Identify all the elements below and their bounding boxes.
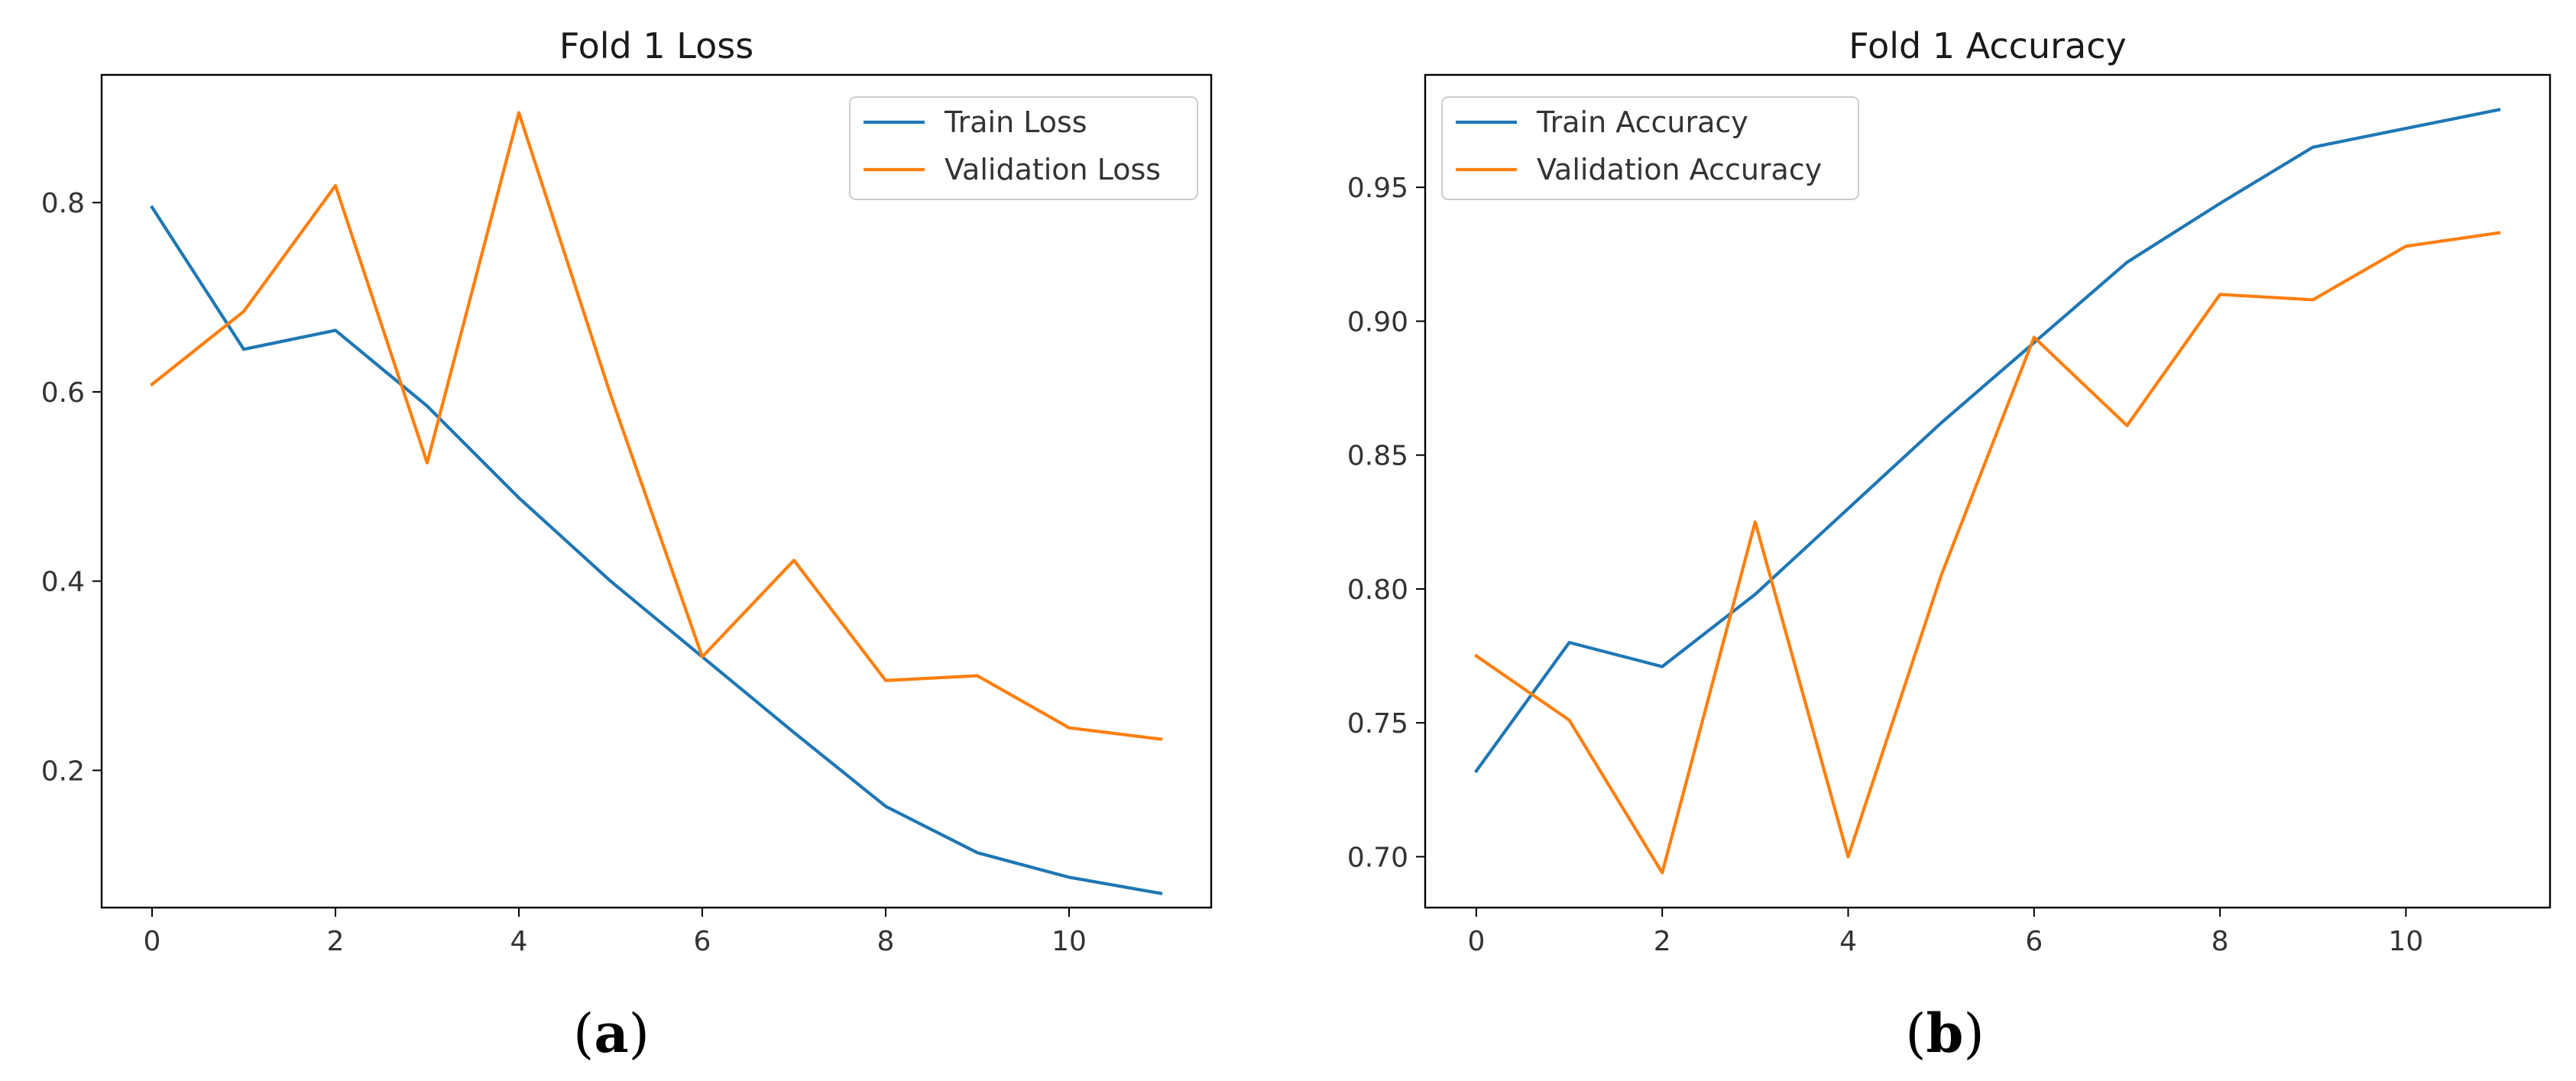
x-tick-label: 0: [144, 926, 161, 957]
chart-panel-1: Fold 1 Loss 0 2 4 6 8 10 0.2 0.4 0.6 0.8 Train Loss…: [41, 25, 1213, 1065]
x-tick-label: 10: [1051, 926, 1087, 957]
legend-label: Validation Accuracy: [1537, 153, 1822, 186]
x-tick-label: 2: [327, 926, 345, 957]
x-tick-label: 6: [694, 926, 711, 957]
legend-box: [849, 96, 1198, 200]
x-tick-label: 4: [1839, 926, 1857, 957]
legend: Train Accuracy Validation Accuracy: [1441, 96, 1859, 200]
y-tick-label: 0.80: [1347, 574, 1408, 606]
y-tick-label: 0.4: [41, 567, 85, 598]
y-tick-label: 0.95: [1347, 173, 1408, 204]
series-line-validation: [1473, 231, 2501, 875]
series-line-validation: [150, 111, 1163, 741]
chart-title: Fold 1 Loss: [559, 25, 753, 66]
caption-letter: b: [1926, 1002, 1964, 1065]
y-tick-label: 0.6: [41, 377, 85, 409]
y-tick-label: 0.2: [41, 756, 85, 787]
panel-caption: (a): [573, 1002, 650, 1065]
y-tick-label: 0.85: [1347, 441, 1408, 472]
x-tick-label: 8: [877, 926, 895, 957]
series-line-train: [150, 205, 1163, 895]
caption-paren-close: ): [1963, 1002, 1984, 1065]
plot-frame: [100, 73, 1213, 909]
y-tick-label: 0.90: [1347, 306, 1408, 338]
caption-letter: a: [594, 1002, 628, 1065]
panel-caption: (b): [1905, 1002, 1985, 1065]
plot-frame: [1424, 73, 2552, 909]
caption-paren-open: (: [1905, 1002, 1926, 1065]
y-tick-label: 0.70: [1347, 842, 1408, 873]
legend: Train Loss Validation Loss: [849, 96, 1198, 200]
x-tick-label: 4: [510, 926, 528, 957]
series-line-train: [1473, 108, 2501, 774]
legend-box: [1441, 96, 1859, 200]
x-tick-label: 6: [2025, 926, 2043, 957]
legend-label: Train Accuracy: [1536, 105, 1748, 139]
legend-label: Validation Loss: [945, 153, 1161, 186]
caption-paren-open: (: [573, 1002, 594, 1065]
chart-panel-2: Fold 1 Accuracy 0 2 4 6 8 10 0.70 0.75 0.80 0.85 0.…: [1347, 25, 2552, 1065]
x-tick-label: 8: [2211, 926, 2229, 957]
x-tick-label: 2: [1654, 926, 1671, 957]
caption-paren-close: ): [629, 1002, 650, 1065]
x-tick-label: 10: [2389, 926, 2424, 957]
chart-title: Fold 1 Accuracy: [1849, 25, 2126, 66]
legend-label: Train Loss: [944, 105, 1087, 139]
x-tick-label: 0: [1467, 926, 1485, 957]
y-tick-label: 0.75: [1347, 708, 1408, 740]
y-tick-label: 0.8: [41, 188, 85, 219]
